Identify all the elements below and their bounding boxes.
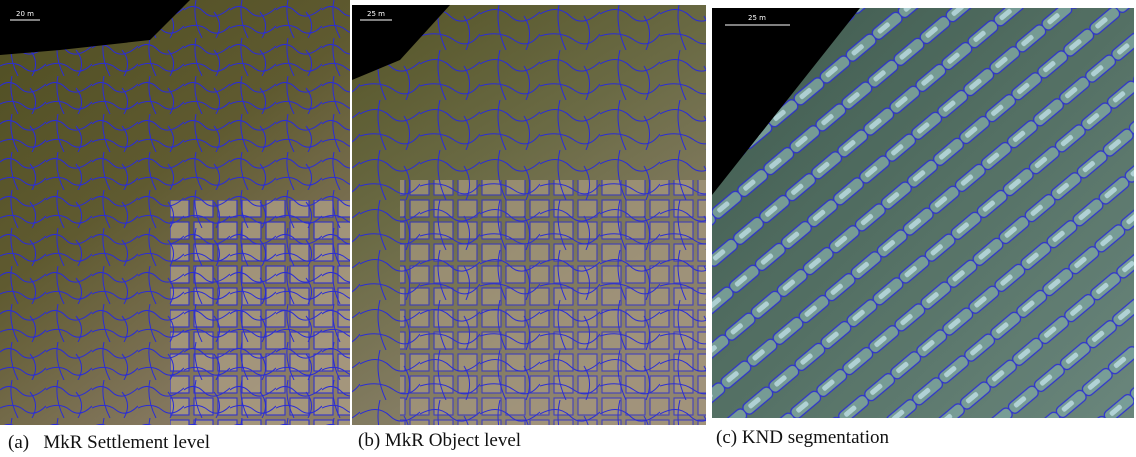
panel-b: 25 m xyxy=(352,5,706,425)
segments-a xyxy=(0,0,350,425)
caption: (c) KND segmentation xyxy=(716,427,890,448)
scale-label: 20 m xyxy=(16,10,34,18)
scale-label: 25 m xyxy=(748,14,766,22)
caption: (a) MkR Settlement level xyxy=(8,432,210,453)
figure-canvas: 20 m 25 m 25 m (a) MkR Settlement level … xyxy=(0,0,1136,457)
scale-label: 25 m xyxy=(367,10,385,18)
panel-a: 20 m xyxy=(0,0,350,425)
segments-b xyxy=(352,5,706,425)
panel-c: 25 m xyxy=(712,8,1134,418)
figure: 20 m 25 m 25 m (a) MkR Settlement level … xyxy=(0,0,1136,457)
caption: (b) MkR Object level xyxy=(358,430,521,451)
